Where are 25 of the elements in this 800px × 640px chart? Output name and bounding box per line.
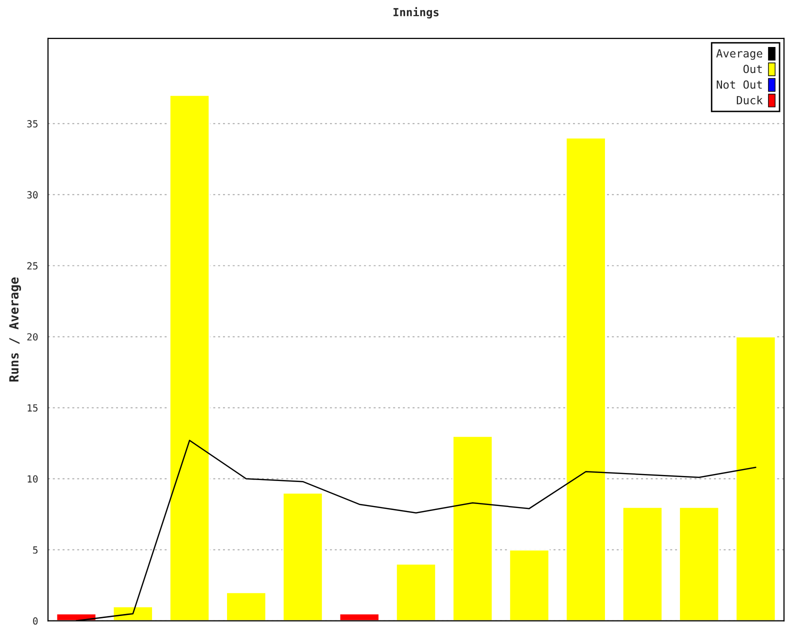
y-tick-label: 15 <box>28 404 38 412</box>
bar <box>452 435 494 621</box>
legend-label: Out <box>743 64 762 74</box>
legend-label: Average <box>716 49 762 60</box>
chart-title: Innings <box>394 7 439 18</box>
y-tick-label: 25 <box>27 262 38 270</box>
bar <box>508 549 550 621</box>
y-tick-label: 10 <box>28 475 38 483</box>
y-tick-label: 5 <box>33 546 38 554</box>
bar <box>169 94 210 621</box>
bar <box>282 492 324 621</box>
y-tick-label: 30 <box>27 191 38 199</box>
bar <box>395 563 437 621</box>
y-axis-title: Runs / Average <box>9 277 22 382</box>
bar <box>226 592 267 621</box>
bar <box>338 613 380 621</box>
y-tick-label: 0 <box>33 617 38 625</box>
y-tick-label: 35 <box>27 120 38 128</box>
bar <box>735 336 776 621</box>
legend-label: Duck <box>736 96 763 104</box>
bar <box>565 137 606 621</box>
bar <box>678 506 720 621</box>
y-tick-label: 20 <box>27 333 38 341</box>
legend-label: Not Out <box>716 80 762 89</box>
bar <box>622 506 663 621</box>
